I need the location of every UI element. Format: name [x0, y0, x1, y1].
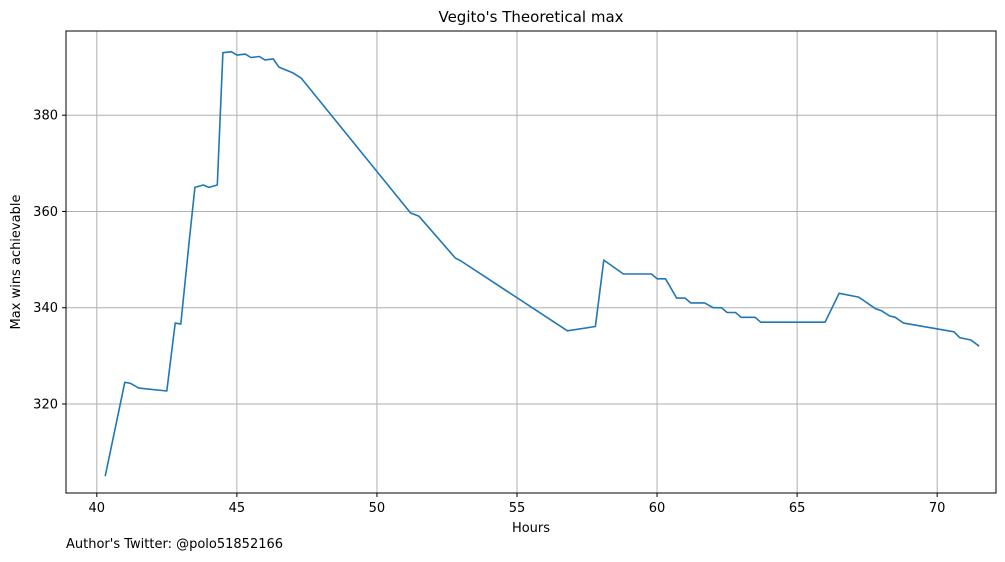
chart-title: Vegito's Theoretical max	[438, 8, 623, 26]
y-tick-label: 360	[33, 205, 58, 220]
x-tick-label: 55	[509, 501, 526, 516]
series-line	[104, 50, 980, 477]
x-tick-label: 65	[789, 501, 806, 516]
x-tick-label: 40	[89, 501, 106, 516]
x-tick-label: 70	[929, 501, 946, 516]
x-tick-label: 50	[369, 501, 386, 516]
y-tick-label: 340	[33, 301, 58, 316]
y-axis-label: Max wins achievable	[9, 195, 24, 330]
plot-frame	[65, 30, 997, 494]
x-tick-label: 60	[649, 501, 666, 516]
author-twitter-footer: Author's Twitter: @polo51852166	[66, 537, 284, 552]
grid-lines	[66, 31, 996, 493]
x-axis-ticks: 40 45 50 55 60 65 70	[89, 493, 946, 516]
x-tick-label: 45	[229, 501, 246, 516]
y-tick-label: 320	[33, 397, 58, 412]
y-axis-ticks: 320 340 360 380	[33, 109, 66, 412]
y-tick-label: 380	[33, 109, 58, 124]
x-axis-label: Hours	[512, 521, 550, 536]
